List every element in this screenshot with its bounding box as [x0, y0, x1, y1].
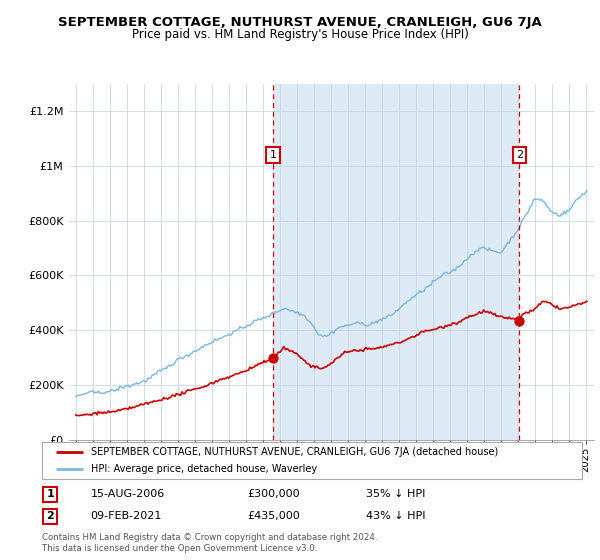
- Point: [268, 353, 278, 362]
- Text: 2: 2: [516, 150, 523, 160]
- Text: 1: 1: [46, 489, 54, 500]
- Text: £300,000: £300,000: [247, 489, 300, 500]
- Text: 43% ↓ HPI: 43% ↓ HPI: [366, 511, 425, 521]
- Text: SEPTEMBER COTTAGE, NUTHURST AVENUE, CRANLEIGH, GU6 7JA: SEPTEMBER COTTAGE, NUTHURST AVENUE, CRAN…: [58, 16, 542, 29]
- Text: 35% ↓ HPI: 35% ↓ HPI: [366, 489, 425, 500]
- Text: Contains HM Land Registry data © Crown copyright and database right 2024.
This d: Contains HM Land Registry data © Crown c…: [42, 533, 377, 553]
- Text: 2: 2: [46, 511, 54, 521]
- Text: SEPTEMBER COTTAGE, NUTHURST AVENUE, CRANLEIGH, GU6 7JA (detached house): SEPTEMBER COTTAGE, NUTHURST AVENUE, CRAN…: [91, 447, 498, 457]
- Text: Price paid vs. HM Land Registry's House Price Index (HPI): Price paid vs. HM Land Registry's House …: [131, 28, 469, 41]
- Text: 09-FEB-2021: 09-FEB-2021: [91, 511, 162, 521]
- Text: HPI: Average price, detached house, Waverley: HPI: Average price, detached house, Wave…: [91, 464, 317, 474]
- Bar: [273, 84, 520, 440]
- Text: 1: 1: [270, 150, 277, 160]
- Text: 15-AUG-2006: 15-AUG-2006: [91, 489, 165, 500]
- Text: £435,000: £435,000: [247, 511, 300, 521]
- Point: [515, 316, 524, 325]
- FancyBboxPatch shape: [42, 442, 582, 479]
